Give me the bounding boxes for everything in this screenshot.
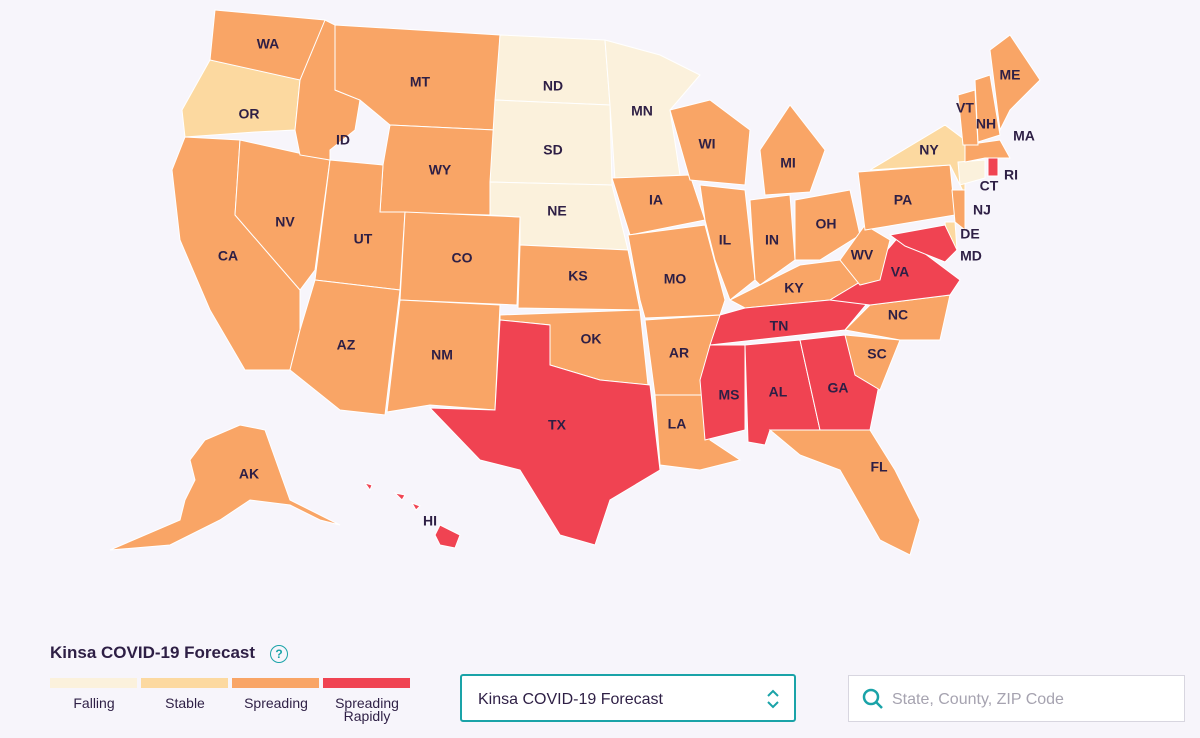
state-label: NH <box>976 116 996 132</box>
search-placeholder: State, County, ZIP Code <box>892 691 1064 708</box>
state-shape <box>363 482 373 492</box>
legend-swatch <box>50 678 137 688</box>
state-shape <box>768 429 921 556</box>
state-label: NE <box>547 203 566 219</box>
legend-swatch <box>141 678 228 688</box>
us-map: WA OR CA NV ID MT WY UT AZ CO NM ND SD NE KS OK TX MN IA MO… <box>109 9 1041 556</box>
state-label: CA <box>218 248 238 264</box>
state-label: MD <box>960 248 982 264</box>
state-label: CT <box>980 178 999 194</box>
state-label: NY <box>919 142 939 158</box>
state-label: PA <box>894 192 912 208</box>
state-label: CO <box>452 250 473 266</box>
state-label: NJ <box>973 202 991 218</box>
state-shape <box>410 502 421 511</box>
legend-title: Kinsa COVID-19 Forecast <box>50 643 256 662</box>
state-shape <box>951 189 966 232</box>
help-icon[interactable]: ? <box>270 645 288 663</box>
state-label: NC <box>888 307 908 323</box>
state-shape <box>494 34 611 106</box>
state-shape <box>843 294 951 341</box>
legend-label: Stable <box>165 695 205 711</box>
state-label: MN <box>631 103 653 119</box>
state-shape <box>393 492 406 501</box>
legend-label: Falling <box>73 695 115 711</box>
dropdown-label: Kinsa COVID-19 Forecast <box>478 691 663 708</box>
state-label: MA <box>1013 128 1035 144</box>
state-label: AR <box>669 345 689 361</box>
state-shape <box>699 344 746 441</box>
legend-swatch <box>232 678 319 688</box>
state-label: AK <box>239 466 259 482</box>
state-label: NV <box>275 214 295 230</box>
state-label: DE <box>960 226 979 242</box>
state-label: OK <box>581 331 602 347</box>
state-shape <box>109 424 341 551</box>
state-label: WA <box>257 36 280 52</box>
search-icon <box>862 688 883 709</box>
state-label: LA <box>668 416 687 432</box>
state-shape <box>386 299 501 413</box>
state-label: SC <box>867 346 886 362</box>
search-box[interactable]: State, County, ZIP Code <box>848 675 1185 722</box>
state-shape <box>289 279 401 416</box>
state-label: SD <box>543 142 562 158</box>
state-label: IA <box>649 192 663 208</box>
state-shape <box>604 39 701 181</box>
dropdown-chevrons <box>767 689 779 709</box>
state-label: HI <box>423 513 437 529</box>
state-label: NM <box>431 347 453 363</box>
state-shape <box>957 159 986 186</box>
state-label: KS <box>568 268 587 284</box>
state-label: ID <box>336 132 350 148</box>
state-label: IN <box>765 232 779 248</box>
state-label: VA <box>891 264 909 280</box>
state-label: KY <box>784 280 804 296</box>
legend-label: Spreading <box>244 695 308 711</box>
state-label: OR <box>239 106 260 122</box>
state-label: RI <box>1004 167 1018 183</box>
state-label: AZ <box>337 337 356 353</box>
state-shape <box>794 189 861 261</box>
state-shape <box>434 524 461 549</box>
state-label: MT <box>410 74 431 90</box>
state-label: FL <box>870 459 888 475</box>
state-shape <box>759 104 826 196</box>
state-shape <box>428 319 661 546</box>
legend-swatch <box>323 678 410 688</box>
state-shape <box>749 194 796 286</box>
forecast-dropdown[interactable]: Kinsa COVID-19 Forecast <box>460 674 796 722</box>
state-label: MO <box>664 271 687 287</box>
state-label: WI <box>698 136 715 152</box>
state-shape <box>888 224 958 263</box>
state-shape <box>844 334 901 391</box>
state-label: WV <box>851 247 874 263</box>
state-shape <box>399 211 521 306</box>
state-shape <box>987 157 999 177</box>
state-label: VT <box>956 100 974 116</box>
state-shape <box>669 99 751 186</box>
state-label: TX <box>548 417 567 433</box>
state-shape <box>974 74 1001 143</box>
state-shape <box>957 89 979 146</box>
state-label: ME <box>1000 67 1021 83</box>
state-label: GA <box>828 380 849 396</box>
state-shape <box>989 34 1041 132</box>
state-label: MI <box>780 155 796 171</box>
state-label: UT <box>354 231 373 247</box>
state-shape <box>839 224 891 286</box>
legend-label: Spreading Rapidly <box>335 695 399 724</box>
state-label: AL <box>769 384 788 400</box>
state-label: OH <box>816 216 837 232</box>
state-label: WY <box>429 162 452 178</box>
state-label: TN <box>770 318 789 334</box>
state-label: MS <box>719 387 740 403</box>
state-label: ND <box>543 78 563 94</box>
state-label: IL <box>719 232 732 248</box>
